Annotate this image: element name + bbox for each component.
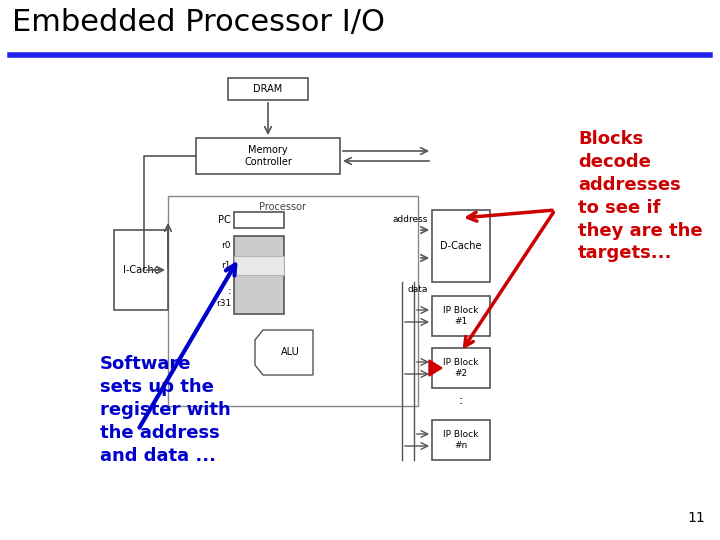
Bar — [432, 296, 490, 336]
Text: I-Cache: I-Cache — [122, 265, 159, 275]
Text: r31: r31 — [216, 300, 231, 308]
Bar — [432, 420, 490, 460]
Bar — [168, 196, 418, 406]
Text: D-Cache: D-Cache — [440, 241, 482, 251]
Text: IP Block
#n: IP Block #n — [444, 430, 479, 450]
Bar — [234, 236, 284, 314]
Text: Software
sets up the
register with
the address
and data ...: Software sets up the register with the a… — [100, 355, 230, 464]
Text: IP Block
#2: IP Block #2 — [444, 359, 479, 377]
Text: IP Block
#1: IP Block #1 — [444, 306, 479, 326]
Bar — [432, 348, 490, 388]
Bar — [234, 212, 284, 228]
Text: Blocks
decode
addresses
to see if
they are the
targets...: Blocks decode addresses to see if they a… — [578, 130, 703, 262]
Bar — [196, 138, 340, 174]
Text: data: data — [408, 286, 428, 294]
Text: Memory
Controller: Memory Controller — [244, 145, 292, 167]
Polygon shape — [429, 360, 442, 376]
Text: ALU: ALU — [281, 347, 300, 357]
Text: r1: r1 — [222, 260, 231, 269]
Text: :: : — [459, 394, 463, 407]
Polygon shape — [255, 330, 313, 375]
Text: 11: 11 — [688, 511, 705, 525]
Bar — [432, 210, 490, 282]
Text: :: : — [228, 286, 231, 296]
Bar — [114, 230, 168, 310]
Text: r0: r0 — [222, 241, 231, 251]
Bar — [228, 78, 308, 100]
Text: DRAM: DRAM — [253, 84, 283, 94]
Text: PC: PC — [218, 215, 231, 225]
Text: address: address — [392, 215, 428, 225]
Bar — [234, 256, 284, 275]
Text: Embedded Processor I/O: Embedded Processor I/O — [12, 8, 385, 37]
Text: Processor: Processor — [259, 202, 307, 212]
